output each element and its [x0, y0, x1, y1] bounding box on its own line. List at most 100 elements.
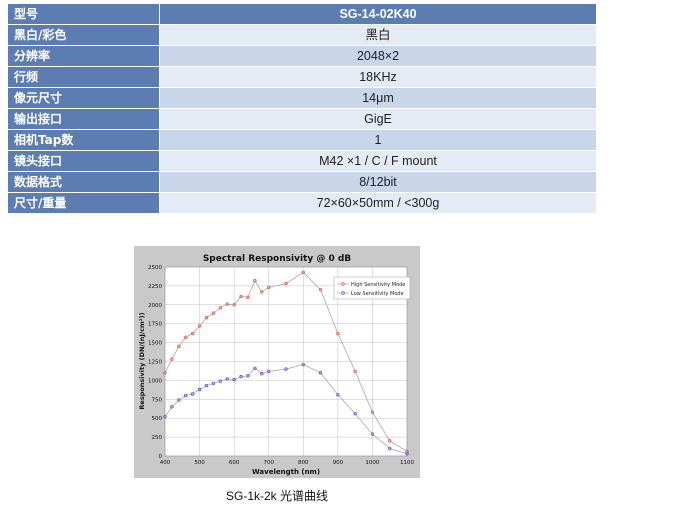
spec-row: 尺寸/重量 72×60×50mm / <300g: [8, 193, 596, 213]
spec-key: 输出接口: [8, 109, 159, 129]
spec-row: 相机Tap数 1: [8, 130, 596, 150]
spec-row: 行频 18KHz: [8, 67, 596, 87]
spec-key: 镜头接口: [8, 151, 159, 171]
data-point: [318, 371, 323, 375]
data-point: [370, 410, 375, 414]
data-point: [267, 369, 271, 374]
data-point: [177, 344, 181, 349]
spec-row: 型号 SG-14-02K40: [8, 4, 596, 24]
data-point: [218, 379, 223, 383]
data-point: [184, 335, 188, 340]
y-tick-label: 750: [152, 397, 163, 403]
y-tick-label: 250: [152, 435, 163, 441]
data-point: [336, 331, 340, 336]
spec-row: 分辨率 2048×2: [8, 46, 596, 66]
data-point: [204, 383, 209, 388]
data-point: [353, 369, 357, 374]
data-point: [218, 306, 223, 310]
x-tick-label: 600: [229, 460, 240, 466]
data-point: [284, 281, 288, 286]
data-point: [197, 387, 202, 392]
spec-value: 18KHz: [160, 67, 596, 87]
data-point: [246, 295, 250, 299]
legend-marker-high: [341, 282, 345, 286]
spec-key: 相机Tap数: [8, 130, 159, 150]
legend-box: [333, 276, 411, 300]
x-tick-label: 1000: [365, 460, 379, 466]
x-tick-label: 700: [263, 460, 274, 466]
spec-value: SG-14-02K40: [160, 4, 596, 24]
x-tick-labels: 400 500 600 700 800 900 1000 1100: [160, 460, 415, 466]
spec-value: 8/12bit: [160, 172, 596, 192]
spec-value: 黑白: [160, 25, 596, 45]
y-tick-label: 0: [159, 454, 163, 460]
spec-value: 1: [160, 130, 596, 150]
spec-table: 型号 SG-14-02K40 黑白/彩色 黑白 分辨率 2048×2 行频 18KHz 像元尺寸…: [7, 3, 597, 214]
y-tick-label: 1500: [148, 341, 162, 347]
spectral-chart: Spectral Responsivity @ 0 dB 0 250 500 750 1…: [134, 246, 420, 478]
series-points: [163, 270, 409, 456]
spectral-chart-svg: Spectral Responsivity @ 0 dB 0 250 500 750 1…: [138, 254, 415, 476]
x-tick-label: 1100: [400, 460, 414, 466]
data-point: [232, 377, 236, 382]
spec-key: 尺寸/重量: [8, 193, 159, 213]
data-point: [239, 294, 243, 299]
data-point: [388, 446, 392, 451]
data-point: [253, 278, 257, 283]
data-point: [211, 311, 216, 315]
spec-key: 数据格式: [8, 172, 159, 192]
x-tick-label: 900: [333, 460, 344, 466]
y-axis-label: Responsivity (DN/(nJ/cm²)): [138, 312, 146, 409]
x-tick-label: 400: [160, 460, 171, 466]
data-point: [190, 331, 195, 336]
spec-value: 2048×2: [160, 46, 596, 66]
chart-caption: SG-1k-2k 光谱曲线: [225, 489, 328, 503]
legend-marker-low: [341, 291, 345, 295]
data-point: [388, 439, 392, 443]
chart-title: Spectral Responsivity @ 0 dB: [203, 254, 351, 264]
data-point: [336, 393, 340, 397]
data-point: [177, 398, 181, 402]
y-tick-label: 2500: [148, 265, 162, 271]
spec-value: M42 ×1 / C / F mount: [160, 151, 596, 171]
spec-row: 数据格式 8/12bit: [8, 172, 596, 192]
data-point: [260, 290, 264, 294]
data-point: [301, 270, 305, 274]
y-tick-label: 1000: [148, 378, 162, 384]
data-point: [246, 374, 250, 378]
data-point: [184, 393, 188, 398]
data-point: [253, 366, 257, 371]
spec-key: 行频: [8, 67, 159, 87]
data-point: [301, 362, 305, 367]
data-point: [163, 371, 167, 375]
data-point: [170, 357, 174, 361]
data-point: [211, 381, 216, 386]
data-point: [353, 411, 357, 416]
grid: [164, 266, 408, 457]
y-tick-label: 1750: [148, 322, 162, 328]
x-tick-label: 800: [298, 460, 309, 466]
data-point: [405, 452, 409, 456]
data-point: [197, 324, 202, 328]
y-tick-label: 1250: [148, 360, 162, 366]
spec-key: 黑白/彩色: [8, 25, 159, 45]
spec-key: 像元尺寸: [8, 88, 159, 108]
x-axis-label: Wavelength (nm): [252, 468, 320, 476]
spec-row: 输出接口 GigE: [8, 109, 596, 129]
data-point: [318, 287, 323, 292]
data-point: [204, 315, 209, 320]
legend: High Sensitivity Mode Low Sensitivity Mo…: [333, 276, 411, 300]
spec-row: 镜头接口 M42 ×1 / C / F mount: [8, 151, 596, 171]
data-point: [170, 405, 174, 409]
spec-row: 像元尺寸 14μm: [8, 88, 596, 108]
x-tick-label: 500: [194, 460, 205, 466]
spec-key: 型号: [8, 4, 159, 24]
data-point: [232, 303, 236, 307]
y-tick-label: 2250: [148, 284, 162, 290]
data-point: [190, 392, 195, 396]
data-point: [284, 367, 288, 371]
data-point: [267, 285, 271, 290]
data-point: [163, 414, 167, 419]
data-point: [225, 302, 229, 306]
y-tick-labels: 0 250 500 750 1000 1250 1500 1750 2000 2250 2500: [148, 265, 163, 460]
